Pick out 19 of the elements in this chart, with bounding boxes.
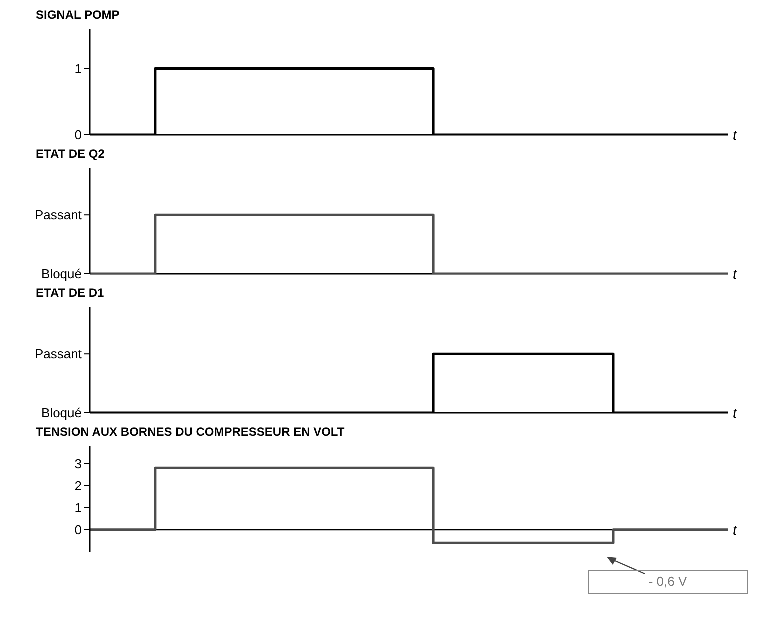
y-tick-label: 2 bbox=[74, 478, 82, 494]
y-tick-label: 0 bbox=[74, 522, 82, 538]
y-tick-label: 0 bbox=[74, 128, 82, 143]
text: - 0,6 V bbox=[588, 570, 748, 594]
x-axis-title: t bbox=[733, 404, 738, 421]
x-axis-title: t bbox=[733, 266, 738, 282]
x-axis-title: t bbox=[733, 522, 738, 538]
chart-title: ETAT DE D1 bbox=[36, 286, 106, 301]
chart-title: SIGNAL POMP bbox=[36, 8, 121, 23]
x-axis-title: t bbox=[733, 126, 738, 143]
text: Bloqué bbox=[42, 406, 82, 421]
text: Passant bbox=[35, 346, 82, 362]
chart-title: ETAT DE Q2 bbox=[36, 147, 106, 162]
y-tick-label: 1 bbox=[74, 500, 82, 516]
y-tick-label: 3 bbox=[74, 456, 82, 472]
text: Passant bbox=[35, 208, 82, 223]
chart-title: TENSION AUX BORNES DU COMPRESSEUR EN VOLT bbox=[36, 425, 346, 440]
y-tick-label: 1 bbox=[74, 61, 82, 76]
text: Bloqué bbox=[42, 266, 82, 282]
